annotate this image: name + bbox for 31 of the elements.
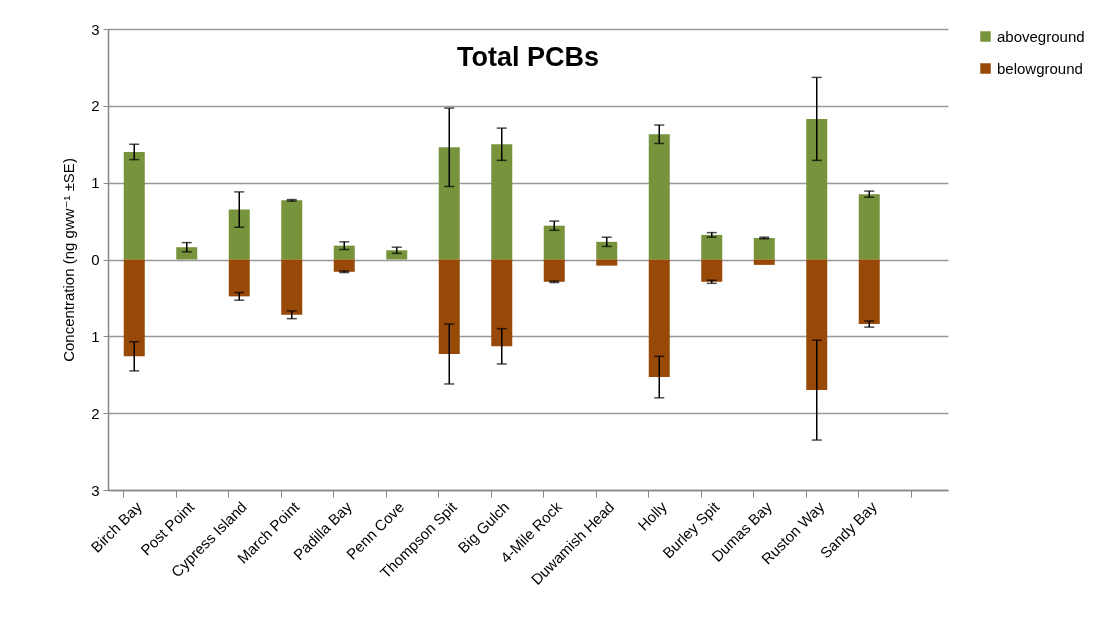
y-tick-label: 2 (91, 97, 100, 115)
y-tick-label: 2 (91, 404, 100, 422)
bar (281, 200, 303, 260)
y-tick-label: 3 (91, 20, 100, 38)
bar (333, 259, 355, 272)
bar (543, 259, 565, 282)
bar (648, 134, 670, 260)
bar (123, 151, 145, 260)
bar (701, 259, 723, 282)
legend-label: belowground (997, 59, 1083, 77)
bar (543, 225, 565, 260)
bar (596, 241, 618, 260)
y-tick-label: 0 (91, 251, 100, 268)
bar (596, 259, 618, 266)
bar (491, 259, 513, 347)
bar (228, 209, 250, 260)
bar (648, 259, 670, 378)
y-axis-title: Concentration (ng gww⁻¹ ±SE) (60, 158, 78, 362)
y-tick-label: 3 (91, 481, 100, 499)
bar (753, 237, 775, 260)
bar (806, 118, 828, 260)
bar (438, 259, 460, 355)
bar (806, 259, 828, 391)
bar (123, 259, 145, 357)
text: Total PCBs (456, 42, 600, 72)
bar (438, 147, 460, 260)
y-tick-label: 1 (91, 327, 100, 345)
bar (753, 259, 775, 265)
legend-label: aboveground (997, 27, 1085, 45)
y-tick-label: 1 (91, 174, 100, 192)
bar (491, 144, 513, 260)
